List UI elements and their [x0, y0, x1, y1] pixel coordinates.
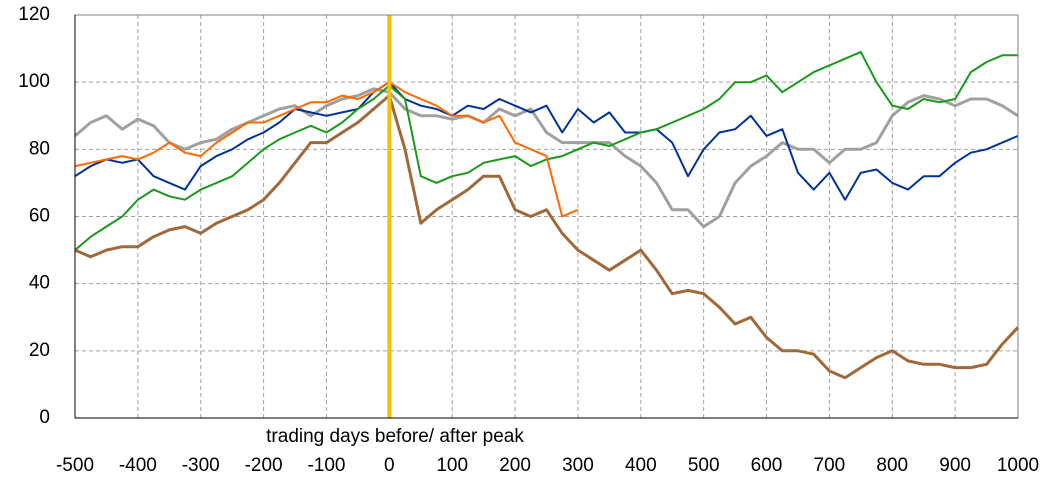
- x-tick-label: 600: [751, 455, 783, 476]
- y-tick-label: 60: [29, 206, 50, 227]
- series-line: [74, 81, 1019, 201]
- x-tick-label: 200: [499, 455, 531, 476]
- x-tick-label: 800: [876, 455, 908, 476]
- x-tick-label: -200: [245, 455, 283, 476]
- x-tick-label: 300: [562, 455, 594, 476]
- y-tick-label: 120: [18, 4, 50, 25]
- x-tick-label: -500: [56, 455, 94, 476]
- y-tick-label: 20: [29, 340, 50, 361]
- x-tick-label: 400: [625, 455, 657, 476]
- series-line: [74, 50, 1018, 251]
- x-tick-label: -100: [307, 455, 345, 476]
- lines: [74, 15, 1020, 418]
- x-tick-label: 100: [436, 455, 468, 476]
- y-tick-label: 40: [29, 273, 50, 294]
- x-tick-label: -400: [119, 455, 157, 476]
- x-tick-label: 500: [688, 455, 720, 476]
- y-tick-label: 100: [18, 71, 50, 92]
- x-axis-label: trading days before/ after peak: [266, 426, 524, 447]
- y-tick-label: 0: [39, 407, 50, 428]
- x-tick-label: -300: [182, 455, 220, 476]
- x-tick-label: 1000: [997, 455, 1039, 476]
- x-tick-label: 0: [384, 455, 395, 476]
- series-line: [74, 87, 1019, 229]
- y-tick-label: 80: [29, 138, 50, 159]
- x-tick-label: 900: [939, 455, 971, 476]
- series-line: [74, 94, 1020, 380]
- x-tick-label: 700: [814, 455, 846, 476]
- series-line: [74, 81, 579, 218]
